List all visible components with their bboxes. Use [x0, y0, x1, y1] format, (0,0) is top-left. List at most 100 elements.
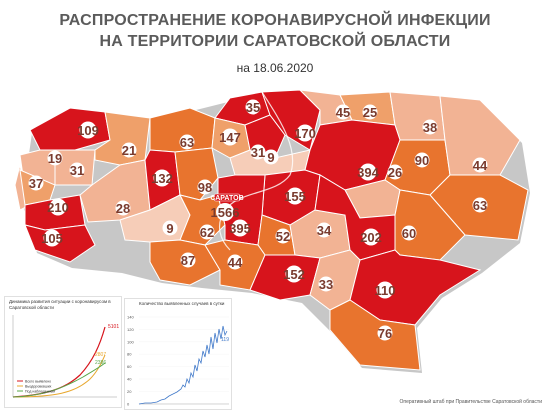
dynamics-value-observed: 2386 — [95, 360, 106, 366]
case-count-value: 44 — [473, 158, 488, 173]
case-count-value: 9 — [166, 221, 173, 236]
district-samoylovsky[interactable] — [24, 224, 96, 263]
case-count-value: 132 — [151, 171, 173, 186]
district-case-count: 37 — [28, 175, 44, 191]
case-count-circle — [115, 200, 131, 216]
case-count-circle — [401, 225, 417, 241]
dynamics-value-total: 5101 — [108, 324, 119, 330]
daily-cases-chart: Количество выявленных случаев в сутки 14… — [124, 298, 232, 410]
case-count-circle — [376, 281, 394, 299]
daily-y-tick-label: 60 — [127, 364, 132, 369]
case-count-value: 395 — [229, 221, 251, 236]
case-count-value: 152 — [283, 267, 305, 282]
district-case-count: 202 — [360, 228, 382, 246]
dynamics-chart-title: Динамика развития ситуации с коронавирус… — [9, 299, 111, 310]
district-case-count: 87 — [180, 252, 196, 268]
case-count-circle — [414, 152, 430, 168]
case-count-value: 25 — [363, 105, 377, 120]
case-count-circle — [69, 162, 85, 178]
dynamics-legend-recovered: Выздоровевших — [25, 385, 52, 389]
district-case-count: 132 — [151, 169, 173, 187]
district-case-count: 395 — [229, 219, 251, 237]
saratov-city-label: САРАТОВ — [210, 195, 243, 202]
case-count-circle — [28, 175, 44, 191]
case-count-value: 210 — [47, 200, 69, 215]
case-count-circle — [285, 265, 303, 283]
case-count-value: 60 — [402, 226, 416, 241]
district-case-count: 98 — [197, 179, 213, 195]
case-count-value: 62 — [200, 225, 214, 240]
footnote: Оперативный штаб при Правительстве Сарат… — [399, 399, 542, 405]
daily-y-tick-label: 120 — [127, 327, 134, 332]
case-count-circle — [43, 229, 61, 247]
case-count-value: 33 — [319, 277, 333, 292]
daily-chart-title: Количество выявленных случаев в сутки — [139, 301, 225, 306]
district-case-count: 21 — [121, 142, 137, 158]
district-case-count: 170 — [294, 124, 316, 142]
district-case-count: 44 — [227, 254, 243, 270]
case-count-circle — [472, 197, 488, 213]
date-subtitle: на 18.06.2020 — [236, 61, 314, 75]
case-count-value: 31 — [251, 145, 265, 160]
case-count-circle — [180, 252, 196, 268]
case-count-value: 19 — [48, 151, 62, 166]
dynamics-series-recovered — [12, 354, 106, 398]
case-count-value: 26 — [388, 165, 402, 180]
case-count-value: 37 — [29, 176, 43, 191]
dynamics-legend-total: Всего выявлено — [25, 380, 51, 384]
district-case-count: 33 — [318, 276, 334, 292]
case-count-value: 9 — [267, 150, 274, 165]
daily-y-tick-label: 140 — [127, 315, 134, 320]
case-count-value: 87 — [181, 253, 195, 268]
district-case-count: 35 — [245, 99, 261, 115]
case-count-circle — [250, 144, 266, 160]
district-case-count: 62 — [199, 224, 215, 240]
district-case-count: 9 — [162, 220, 178, 236]
daily-y-tick-label: 20 — [127, 389, 132, 394]
district-case-count: 109 — [77, 121, 99, 139]
daily-y-tick-label: 100 — [127, 339, 134, 344]
case-count-value: 31 — [70, 163, 84, 178]
case-count-value: 110 — [375, 283, 396, 298]
case-count-value: 45 — [336, 105, 350, 120]
daily-end-value: 119 — [221, 337, 229, 343]
case-count-circle — [377, 325, 393, 341]
page-title-line1: РАСПРОСТРАНЕНИЕ КОРОНАВИРУСНОЙ ИНФЕКЦИИ — [59, 12, 491, 29]
dynamics-chart-plot: 5101 2807 2386 Всего выявлено Выздоровев… — [12, 315, 119, 398]
district-case-count: 76 — [377, 325, 393, 341]
case-count-value: 63 — [473, 198, 487, 213]
case-count-circle — [221, 128, 239, 146]
district-case-count: 147 — [219, 128, 241, 146]
case-count-circle — [162, 220, 178, 236]
case-count-value: 63 — [180, 135, 194, 150]
district-case-count: 45 — [335, 104, 351, 120]
case-count-circle — [263, 149, 279, 165]
district-case-count: 155 — [284, 187, 306, 205]
district-aleksandrovo-gaysky[interactable] — [329, 299, 421, 371]
case-count-circle — [179, 134, 195, 150]
saratov-city-marker[interactable] — [213, 193, 241, 202]
district-case-count: 394 — [357, 163, 380, 181]
case-count-value: 28 — [116, 201, 130, 216]
district-case-count: 52 — [275, 228, 291, 244]
district-case-count: 110 — [375, 281, 396, 299]
case-count-circle — [199, 224, 215, 240]
daily-y-tick-label: 80 — [127, 352, 132, 357]
district-case-count: 31 — [250, 144, 266, 160]
case-count-value: 38 — [423, 120, 437, 135]
case-count-value: 170 — [294, 126, 316, 141]
case-count-circle — [316, 222, 332, 238]
district-case-count: 38 — [422, 119, 438, 135]
case-count-value: 147 — [219, 130, 241, 145]
case-count-value: 34 — [317, 223, 332, 238]
district-case-count: 1566 — [211, 203, 239, 221]
case-count-circle — [49, 198, 67, 216]
district-case-count: 90 — [414, 152, 430, 168]
volga-river — [218, 91, 294, 251]
case-count-circle — [197, 179, 213, 195]
case-count-value: 109 — [77, 123, 99, 138]
case-count-value: 35 — [246, 100, 260, 115]
case-count-circle — [153, 169, 171, 187]
daily-y-tick-label: 40 — [127, 377, 132, 382]
district-case-count: 34 — [316, 222, 332, 238]
